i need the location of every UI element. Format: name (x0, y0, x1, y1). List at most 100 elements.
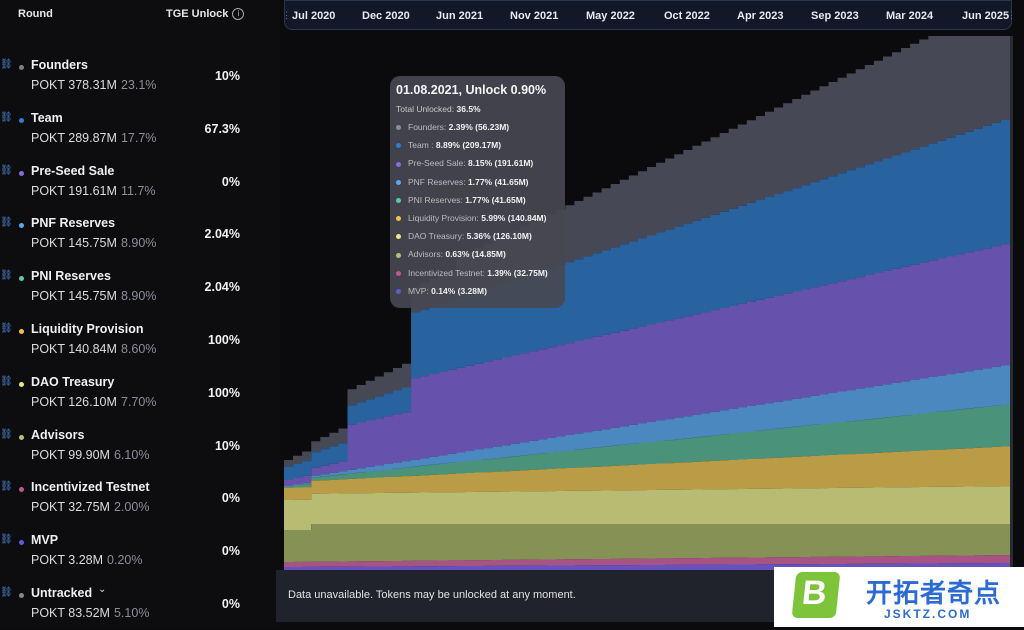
series-color-dot (19, 65, 24, 70)
round-row[interactable]: ⛓ MVP POKT 3.28M 0.20% 0% (0, 525, 280, 577)
data-unavailable-banner: Data unavailable. Tokens may be unlocked… (276, 570, 774, 622)
round-row[interactable]: ⛓ Founders POKT 378.31M 23.1% 10% (0, 50, 280, 102)
vesting-schedule-icon[interactable]: ⛓ (0, 534, 13, 546)
unlock-area-chart[interactable] (276, 36, 1014, 570)
round-amount: POKT 145.75M 8.90% (31, 236, 157, 251)
chart-tooltip: 01.08.2021, Unlock 0.90% Total Unlocked:… (390, 76, 565, 308)
watermark-logo: B 开拓者奇点 JSKTZ.COM (774, 567, 1024, 627)
round-amount: POKT 32.75M 2.00% (31, 500, 150, 515)
round-percent: 8.90% (120, 236, 157, 251)
tooltip-item: DAO Treasury: 5.36% (126.10M) (396, 231, 532, 241)
vesting-schedule-icon[interactable]: ⛓ (0, 481, 13, 493)
timeline-right-handle-icon[interactable]: ⋮ (1007, 10, 1016, 20)
series-color-dot (19, 593, 24, 598)
vesting-schedule-icon[interactable]: ⛓ (0, 59, 13, 70)
vesting-schedule-icon[interactable]: ⛓ (0, 164, 13, 176)
tge-column-header: TGE Unlock i (166, 8, 245, 21)
round-name: MVP (31, 533, 59, 548)
vesting-schedule-icon[interactable]: ⛓ (0, 217, 13, 229)
timeline-label[interactable]: Dec 2020 (362, 10, 410, 22)
round-tge-unlock: 2.04% (204, 280, 240, 295)
round-amount: POKT 378.31M 23.1% (31, 78, 157, 92)
round-name: Team (31, 110, 63, 125)
round-amount: POKT 126.10M 7.70% (31, 394, 157, 409)
tge-column-label: TGE Unlock (166, 8, 229, 20)
series-color-dot (19, 276, 24, 282)
tooltip-item: Liquidity Provision: 5.99% (140.84M) (396, 213, 546, 223)
series-color-dot (19, 117, 24, 123)
timeline-label[interactable]: Nov 2021 (510, 10, 559, 22)
timeline-label[interactable]: Jun 2021 (436, 10, 484, 22)
area-series[interactable] (284, 524, 1010, 562)
timeline-slider[interactable]: ⋮ Jul 2020 Dec 2020 Jun 2021 Nov 2021 May 20… (282, 0, 1016, 30)
round-percent: 11.7% (120, 183, 156, 198)
series-color-dot (19, 223, 24, 229)
round-percent: 0.20% (107, 553, 143, 568)
chevron-down-icon[interactable]: ⌄ (98, 584, 107, 595)
series-color-dot (19, 329, 24, 334)
round-tge-unlock: 10% (214, 438, 240, 453)
area-series[interactable] (284, 242, 1010, 486)
area-series[interactable] (284, 117, 1010, 480)
tooltip-total-value: 36.5% (456, 104, 481, 114)
vesting-schedule-icon[interactable]: ⛓ (0, 111, 13, 123)
round-name: Founders (31, 58, 88, 72)
round-name: Liquidity Provision (31, 322, 144, 336)
round-row[interactable]: ⛓ PNF Reserves POKT 145.75M 8.90% 2.04% (0, 208, 280, 260)
timeline-label[interactable]: Oct 2022 (664, 10, 710, 22)
tooltip-dot (396, 198, 401, 204)
area-series[interactable] (284, 404, 1010, 488)
tooltip-dot (396, 216, 401, 222)
watermark-text: 开拓者奇点 (866, 578, 1002, 608)
round-row[interactable]: ⛓ Untracked ⌄ POKT 83.52M 5.10% 0% (0, 578, 280, 630)
round-row[interactable]: ⛓ Advisors POKT 99.90M 6.10% 10% (0, 420, 280, 472)
timeline-label[interactable]: Jul 2020 (292, 10, 336, 22)
round-percent: 8.90% (120, 289, 157, 304)
info-icon[interactable]: i (232, 8, 245, 21)
timeline-label[interactable]: Jun 2025 (962, 10, 1010, 22)
area-series[interactable] (284, 486, 1010, 530)
timeline-label[interactable]: May 2022 (586, 10, 635, 22)
round-percent: 2.00% (113, 500, 150, 515)
round-name: DAO Treasury (31, 374, 115, 389)
round-amount: POKT 289.87M 17.7% (31, 130, 157, 145)
tooltip-dot (396, 143, 401, 149)
round-name: PNF Reserves (31, 216, 116, 231)
round-row[interactable]: ⛓ DAO Treasury POKT 126.10M 7.70% 100% (0, 367, 280, 419)
vesting-schedule-icon[interactable]: ⛓ (0, 375, 13, 387)
vesting-schedule-icon[interactable]: ⛓ (0, 428, 13, 440)
round-tge-unlock: 2.04% (204, 227, 240, 242)
area-series[interactable] (284, 364, 1010, 486)
round-name: Advisors (31, 427, 85, 442)
tooltip-item: Incentivized Testnet: 1.39% (32.75M) (396, 268, 548, 278)
timeline-label[interactable]: Sep 2023 (811, 10, 859, 22)
round-tge-unlock: 0% (221, 544, 240, 559)
round-row[interactable]: ⛓ Team POKT 289.87M 17.7% 67.3% (0, 103, 280, 155)
timeline-label[interactable]: Apr 2023 (737, 10, 784, 22)
round-row[interactable]: ⛓ Incentivized Testnet POKT 32.75M 2.00% 0% (0, 472, 280, 524)
tooltip-dot (396, 270, 401, 276)
round-percent: 7.70% (120, 394, 157, 409)
allocation-list: Round TGE Unlock i ⛓ Founders POKT 378.31M 2… (0, 0, 280, 627)
vesting-schedule-icon[interactable]: ⛓ (0, 270, 13, 282)
tooltip-item: PNI Reserves: 1.77% (41.65M) (396, 195, 526, 205)
timeline-label[interactable]: Mar 2024 (886, 10, 934, 22)
round-row[interactable]: ⛓ PNI Reserves POKT 145.75M 8.90% 2.04% (0, 261, 280, 313)
vesting-schedule-icon[interactable]: ⛓ (0, 323, 13, 334)
round-name: PNI Reserves (31, 269, 111, 284)
area-series[interactable] (284, 36, 1010, 467)
round-name: Untracked (31, 586, 93, 600)
round-row[interactable]: ⛓ Pre-Seed Sale POKT 191.61M 11.7% 0% (0, 156, 280, 208)
tooltip-total-label: Total Unlocked: (396, 104, 455, 114)
round-percent: 8.60% (120, 342, 157, 356)
round-tge-unlock: 0% (221, 597, 240, 611)
vesting-schedule-icon[interactable]: ⛓ (0, 587, 13, 598)
timeline-left-handle-icon[interactable]: ⋮ (282, 10, 291, 20)
round-percent: 5.10% (113, 606, 150, 620)
round-row[interactable]: ⛓ Liquidity Provision POKT 140.84M 8.60% 100… (0, 314, 280, 366)
area-series[interactable] (284, 446, 1010, 500)
tooltip-dot (396, 125, 401, 131)
watermark-b-icon: B (791, 572, 841, 618)
round-amount: POKT 140.84M 8.60% (31, 342, 157, 356)
series-color-dot (19, 434, 24, 440)
